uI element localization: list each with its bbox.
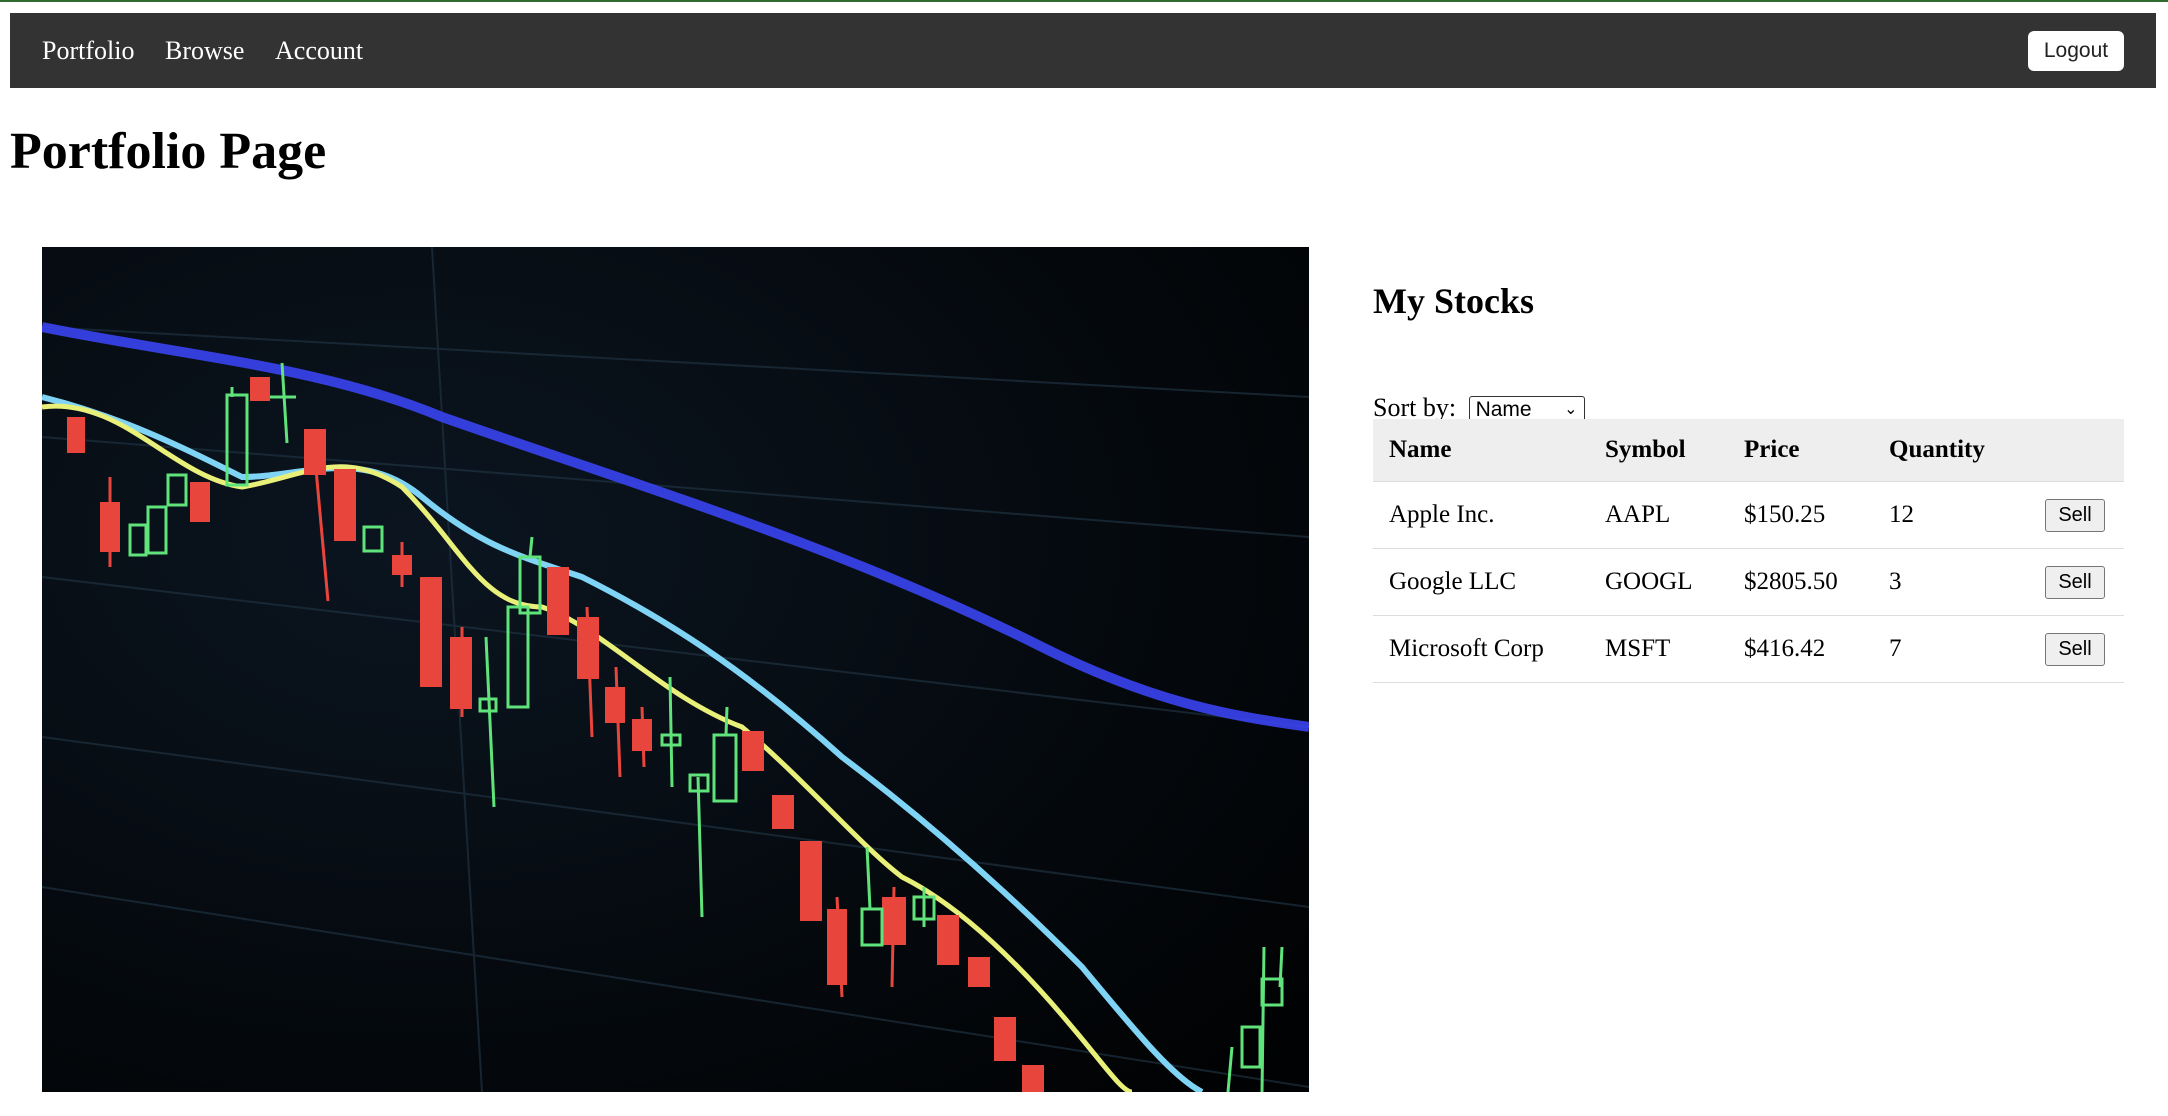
column-header-price[interactable]: Price (1728, 419, 1873, 482)
stock-quantity: 7 (1873, 615, 2017, 683)
column-header-action (2017, 419, 2124, 482)
table-row: Microsoft Corp MSFT $416.42 7 Sell (1373, 615, 2124, 683)
nav-link-account[interactable]: Account (275, 36, 364, 65)
page-title: Portfolio Page (10, 123, 327, 180)
column-header-quantity[interactable]: Quantity (1873, 419, 2017, 482)
row-action-cell: Sell (2017, 481, 2124, 549)
nav-link-portfolio[interactable]: Portfolio (42, 36, 135, 65)
stock-quantity: 12 (1873, 481, 2017, 549)
sort-label: Sort by: (1373, 393, 1457, 422)
stock-name: Apple Inc. (1373, 481, 1589, 549)
stock-price: $2805.50 (1728, 548, 1873, 616)
my-stocks-heading: My Stocks (1373, 281, 1534, 321)
stock-symbol: AAPL (1589, 481, 1728, 549)
sort-selected-value: Name (1475, 398, 1532, 422)
nav-link-browse[interactable]: Browse (165, 36, 245, 65)
sell-button[interactable]: Sell (2045, 565, 2105, 599)
sell-button[interactable]: Sell (2045, 632, 2105, 666)
table-row: Apple Inc. AAPL $150.25 12 Sell (1373, 481, 2124, 549)
column-header-name[interactable]: Name (1373, 419, 1589, 482)
sort-control: Sort by: Name ⌄ (1373, 388, 1585, 428)
column-header-symbol[interactable]: Symbol (1589, 419, 1728, 482)
stock-name: Google LLC (1373, 548, 1589, 616)
table-row: Google LLC GOOGL $2805.50 3 Sell (1373, 548, 2124, 616)
table-header-row: Name Symbol Price Quantity (1373, 419, 2124, 482)
chevron-down-icon: ⌄ (1564, 401, 1578, 419)
top-accent-bar (0, 0, 2168, 2)
row-action-cell: Sell (2017, 615, 2124, 683)
stocks-table: Name Symbol Price Quantity Apple Inc. AA… (1373, 419, 2124, 683)
row-action-cell: Sell (2017, 548, 2124, 616)
stock-symbol: MSFT (1589, 615, 1728, 683)
stock-price: $150.25 (1728, 481, 1873, 549)
sell-button[interactable]: Sell (2045, 498, 2105, 532)
stock-name: Microsoft Corp (1373, 615, 1589, 683)
candlestick-photo (42, 247, 1309, 1092)
logout-button[interactable]: Logout (2028, 31, 2124, 71)
stock-price: $416.42 (1728, 615, 1873, 683)
navbar: Portfolio Browse Account Logout (10, 13, 2156, 88)
stock-quantity: 3 (1873, 548, 2017, 616)
stock-symbol: GOOGL (1589, 548, 1728, 616)
stock-chart-image (42, 247, 1309, 1092)
